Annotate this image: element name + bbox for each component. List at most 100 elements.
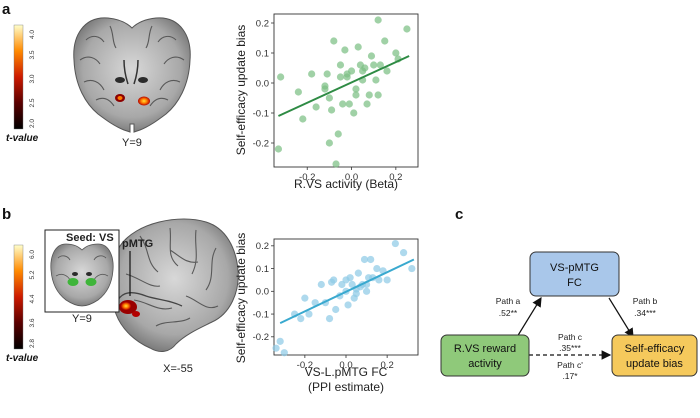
x-axis-label-b-line2: (PPI estimate) <box>308 380 384 394</box>
y-tick-label: 0.2 <box>256 241 269 252</box>
path-a-name: Path a <box>496 296 521 306</box>
data-point <box>308 70 316 78</box>
path-a-value: .52** <box>499 308 518 318</box>
data-point <box>367 52 376 60</box>
data-point <box>336 61 345 69</box>
y-tick-label: -0.1 <box>253 108 269 119</box>
data-point <box>354 269 362 277</box>
sagittal-brain-b <box>109 218 239 352</box>
data-point <box>332 160 340 168</box>
panel-a-letter: a <box>2 1 11 18</box>
x-tick-label: -0.2 <box>297 360 313 371</box>
seed-label: Seed: VS <box>66 232 114 244</box>
data-point <box>352 91 360 99</box>
data-point <box>374 16 382 24</box>
data-point <box>354 43 362 51</box>
data-point <box>328 106 336 114</box>
x-tick-label: -0.2 <box>299 172 315 183</box>
data-point <box>330 37 338 45</box>
data-point <box>350 109 358 117</box>
data-point <box>352 289 360 298</box>
scatter-plot-a: -0.2 0.0 0.2 -0.2 -0.1 0.0 0.1 0.2 R.VS activit… <box>234 13 419 191</box>
path-b-name: Path b <box>633 296 658 306</box>
y-tick-label: 0.1 <box>256 264 269 275</box>
data-point <box>344 301 352 309</box>
box-outcome-line1: Self-efficacy <box>625 343 685 355</box>
y-tick-label: -0.1 <box>253 309 269 320</box>
mediation-diagram: VS-pMTG FC R.VS reward activity Self-eff… <box>440 251 698 381</box>
box-outcome <box>611 334 698 377</box>
brain-a-label: Y=9 <box>122 137 142 149</box>
y-tick-label: -0.2 <box>253 138 269 149</box>
data-point <box>299 115 307 123</box>
box-mediator <box>529 251 620 297</box>
cb-a-tick: 3.0 <box>29 74 36 83</box>
colorbar-b-title: t-value <box>6 353 39 364</box>
data-point <box>305 310 313 318</box>
data-point <box>360 255 369 264</box>
data-point <box>277 73 285 81</box>
arrow-path-b <box>608 297 634 339</box>
data-point <box>297 315 305 323</box>
arrow-path-a <box>516 296 542 338</box>
data-point <box>317 280 325 289</box>
panel-c-letter: c <box>455 206 463 223</box>
cb-b-tick: 2.8 <box>29 339 36 348</box>
cb-a-tick: 2.5 <box>29 98 36 107</box>
regression-line <box>279 258 415 325</box>
path-c-prime-name: Path c' <box>557 360 583 370</box>
data-point <box>342 276 350 284</box>
data-point <box>325 139 333 147</box>
box-outcome-line2: update bias <box>626 358 683 370</box>
data-point <box>363 100 371 108</box>
inset-brain-label: Y=9 <box>72 313 92 325</box>
data-point <box>311 299 319 307</box>
colorbar-b: 6.0 5.2 4.4 3.6 2.8 t-value <box>6 244 39 364</box>
cb-b-tick: 6.0 <box>29 250 36 259</box>
data-point <box>276 337 284 345</box>
y-tick-label: 0.1 <box>256 48 269 59</box>
data-point <box>383 276 391 284</box>
data-point <box>334 130 342 138</box>
data-point <box>374 91 382 99</box>
plot-frame-a <box>273 13 419 168</box>
x-tick-label: 0.2 <box>381 360 394 371</box>
cb-b-tick: 3.6 <box>29 318 36 327</box>
data-point <box>359 67 367 75</box>
data-point <box>373 264 381 273</box>
data-point <box>375 276 383 284</box>
plot-frame-b <box>273 238 419 356</box>
region-label: pMTG <box>122 238 153 250</box>
x-axis-label-a: R.VS activity (Beta) <box>294 177 398 191</box>
y-tick-label: 0.0 <box>256 287 269 298</box>
data-point <box>272 344 280 352</box>
box-predictor <box>440 334 530 377</box>
data-point <box>341 46 349 54</box>
x-axis-label-b: VS-L.pMTG FC <box>305 365 388 379</box>
data-point <box>392 49 400 57</box>
path-c-value: .35*** <box>559 343 581 353</box>
data-point <box>312 103 320 111</box>
panel-b-letter: b <box>2 206 11 223</box>
data-point <box>321 82 329 90</box>
box-predictor-line1: R.VS reward <box>454 343 516 355</box>
box-predictor-line2: activity <box>468 358 502 370</box>
path-b-value: .34*** <box>634 308 656 318</box>
colorbar-a-title: t-value <box>6 133 39 144</box>
path-c-name: Path c <box>558 332 583 342</box>
seed-inset <box>44 229 120 313</box>
data-point <box>383 67 391 75</box>
data-point <box>325 315 334 323</box>
data-point <box>332 305 340 314</box>
data-point <box>370 61 378 69</box>
x-tick-label: 0.2 <box>389 172 402 183</box>
data-point <box>301 294 309 302</box>
colorbar-a: 4.0 3.5 3.0 2.5 2.0 t-value <box>6 24 39 144</box>
data-point <box>325 94 333 102</box>
cb-b-tick: 4.4 <box>29 294 36 303</box>
y-axis-label-b: Self-efficacy update bias <box>234 233 248 364</box>
data-point <box>294 88 302 96</box>
data-point <box>345 100 353 108</box>
y-tick-label: 0.0 <box>256 78 269 89</box>
